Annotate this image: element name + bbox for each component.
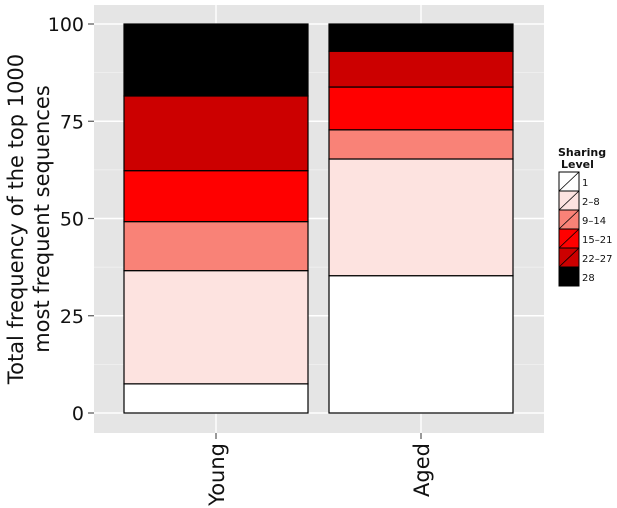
bar-segment-aged-1 (328, 275, 514, 414)
legend-label-1: 1 (582, 178, 588, 189)
legend-label-9-14: 9–14 (582, 216, 606, 227)
legend-key-slash (558, 228, 580, 249)
bar-segment-young-1 (123, 383, 309, 414)
legend-label-15-21: 15–21 (582, 235, 612, 246)
y-tick-label: 50 (60, 209, 84, 231)
legend-key-slash (558, 266, 580, 287)
y-axis: 0 25 50 75 100 (48, 14, 94, 425)
bar-segment-aged-9-14 (328, 129, 514, 160)
x-tick-label-young: Young (205, 443, 229, 507)
bar-segment-aged-2-8 (328, 158, 514, 277)
bar-segment-young-22-27 (123, 95, 309, 172)
bar-segment-young-2-8 (123, 270, 309, 385)
bar-segment-aged-15-21 (328, 86, 514, 131)
legend-key-slash (558, 190, 580, 211)
y-tick-label: 0 (72, 403, 84, 425)
legend-label-2-8: 2–8 (582, 197, 600, 208)
y-axis-title-line-1: Total frequency of the top 1000 (4, 54, 28, 385)
y-tick-label: 75 (60, 111, 84, 133)
bar-segment-young-15-21 (123, 170, 309, 223)
legend-key-slash (558, 209, 580, 230)
y-tick-label: 100 (48, 14, 84, 36)
bar-segment-aged-28 (328, 23, 514, 52)
y-axis-title-line-2: most frequent sequences (30, 85, 54, 353)
bar-segment-aged-22-27 (328, 50, 514, 88)
legend-title-line-1: Sharing (558, 146, 606, 159)
bars (123, 23, 514, 414)
y-tick-label: 25 (60, 306, 84, 328)
legend-label-28: 28 (582, 273, 595, 284)
bar-segment-young-9-14 (123, 221, 309, 272)
legend: Sharing Level 1 2–8 9–14 15–21 22–27 28 (558, 146, 612, 287)
legend-key-slash (558, 171, 580, 192)
legend-key-slash (558, 247, 580, 268)
bar-segment-young-28 (123, 23, 309, 97)
x-tick-label-aged: Aged (410, 443, 434, 497)
x-axis: Young Aged (205, 433, 434, 507)
legend-title-line-2: Level (561, 158, 594, 171)
legend-label-22-27: 22–27 (582, 254, 612, 265)
